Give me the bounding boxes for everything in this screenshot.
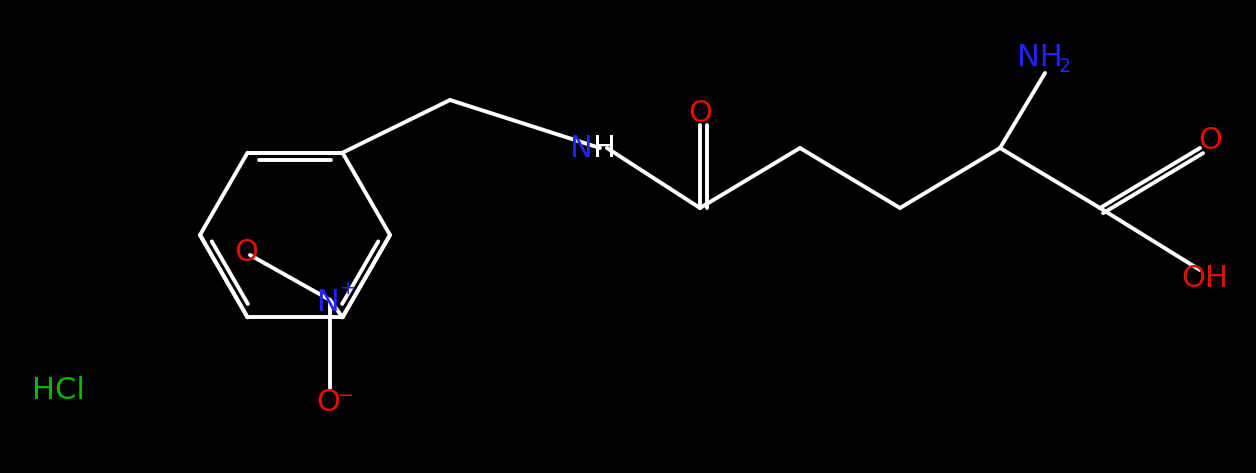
Text: H: H [593, 133, 615, 163]
Text: NH: NH [1017, 44, 1063, 72]
Text: OH: OH [1182, 263, 1228, 292]
Text: +: + [340, 279, 357, 298]
Text: HCl: HCl [31, 376, 84, 404]
Text: N: N [570, 133, 593, 163]
Text: O: O [1198, 125, 1222, 155]
Text: −: − [338, 385, 354, 404]
Text: N: N [317, 288, 339, 316]
Text: O: O [234, 237, 257, 266]
Text: 2: 2 [1059, 58, 1071, 77]
Text: O: O [317, 387, 340, 417]
Text: O: O [688, 98, 712, 128]
